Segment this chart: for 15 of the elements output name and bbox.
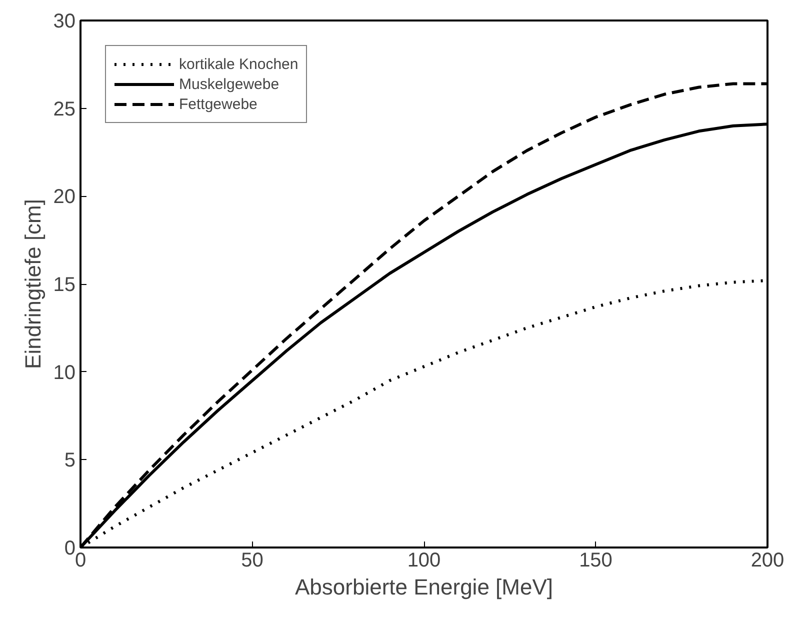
x-tick-label: 200 [750,550,784,572]
y-tick-label: 15 [53,274,76,296]
y-tick-label: 5 [64,450,76,472]
y-tick-label: 25 [53,98,76,120]
y-tick-label: 20 [53,186,76,208]
x-tick-label: 50 [241,550,264,572]
y-tick-label: 10 [53,362,76,384]
legend-label: kortikale Knochen [179,56,298,72]
y-axis-title: Eindringtiefe [cm] [20,199,46,369]
x-axis-title: Absorbierte Energie [MeV] [294,574,554,600]
legend-label: Muskelgewebe [179,76,280,92]
legend-label: Fettgewebe [179,96,258,112]
x-tick-label: 150 [579,550,612,572]
x-tick-label: 100 [407,550,441,572]
y-tick-label: 30 [53,10,76,32]
